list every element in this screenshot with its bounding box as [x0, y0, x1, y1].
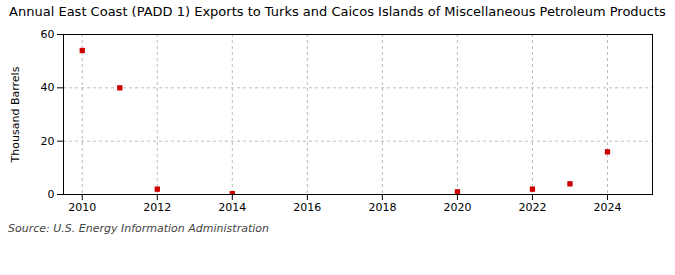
html-text:Annual East Coast (PADD 1) Exp: Annual East Coast (PADD 1) Exports to Tu… [9, 4, 666, 19]
svg-text:2024: 2024 [593, 202, 621, 215]
svg-text:0: 0 [48, 188, 55, 201]
svg-text:2018: 2018 [368, 202, 396, 215]
svg-text:60: 60 [41, 28, 55, 41]
svg-text:2010: 2010 [68, 202, 96, 215]
svg-text:2016: 2016 [293, 202, 321, 215]
svg-text:2012: 2012 [143, 202, 171, 215]
svg-text:2014: 2014 [218, 202, 246, 215]
svg-text:40: 40 [41, 82, 55, 95]
svg-text:20: 20 [41, 135, 55, 148]
svg-text:2020: 2020 [443, 202, 471, 215]
html-text:Source: U.S. Energy Informatio: Source: U.S. Energy Information Administ… [8, 222, 269, 236]
svg-text:Thousand Barrels: Thousand Barrels [9, 67, 22, 164]
svg-text:2022: 2022 [518, 202, 546, 215]
